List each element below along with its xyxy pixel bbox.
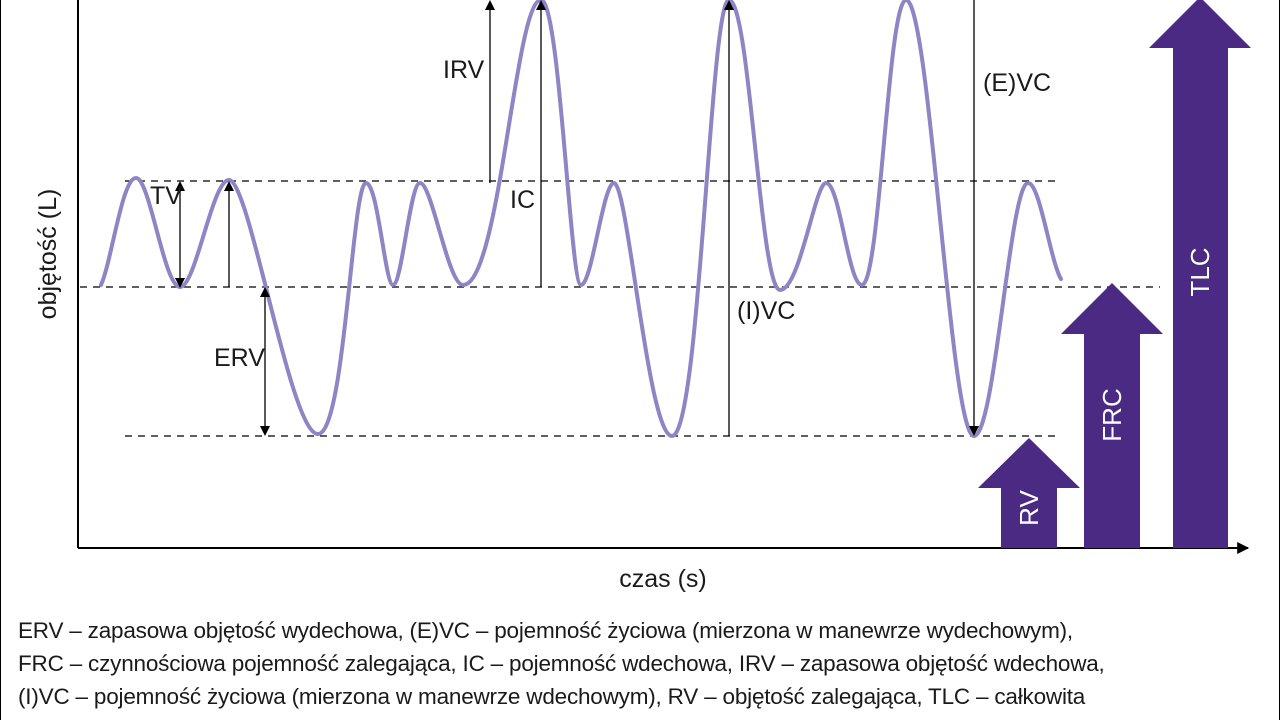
frc-bar-label: FRC [1097, 388, 1127, 441]
tlc-bar [1149, 0, 1251, 548]
caption-line: (I)VC – pojemność życiowa (mierzona w ma… [18, 684, 1086, 709]
tv-label: TV [150, 182, 182, 210]
rv-bar-label: RV [1014, 490, 1044, 526]
ic-label: IC [510, 186, 535, 214]
caption-line: FRC – czynnościowa pojemność zalegająca,… [18, 651, 1105, 676]
y-axis-title: objętość (L) [34, 189, 62, 320]
irv-label: IRV [443, 56, 485, 84]
figure-caption: ERV – zapasowa objętość wydechowa, (E)VC… [18, 614, 1268, 713]
caption-line: ERV – zapasowa objętość wydechowa, (E)VC… [18, 618, 1073, 643]
frame-left-rule [0, 0, 1, 720]
x-axis-title: czas (s) [619, 565, 707, 593]
volume-curve [99, 0, 1063, 438]
spirometry-diagram: TV ERV IRV IC (I)VC (E)VC RV FRC TLC obj… [34, 0, 1251, 593]
ivc-label: (I)VC [737, 297, 795, 325]
rv-bar [978, 438, 1080, 548]
frc-bar [1061, 283, 1163, 548]
evc-label: (E)VC [983, 69, 1051, 97]
tlc-bar-label: TLC [1185, 247, 1215, 296]
erv-label: ERV [214, 344, 265, 372]
